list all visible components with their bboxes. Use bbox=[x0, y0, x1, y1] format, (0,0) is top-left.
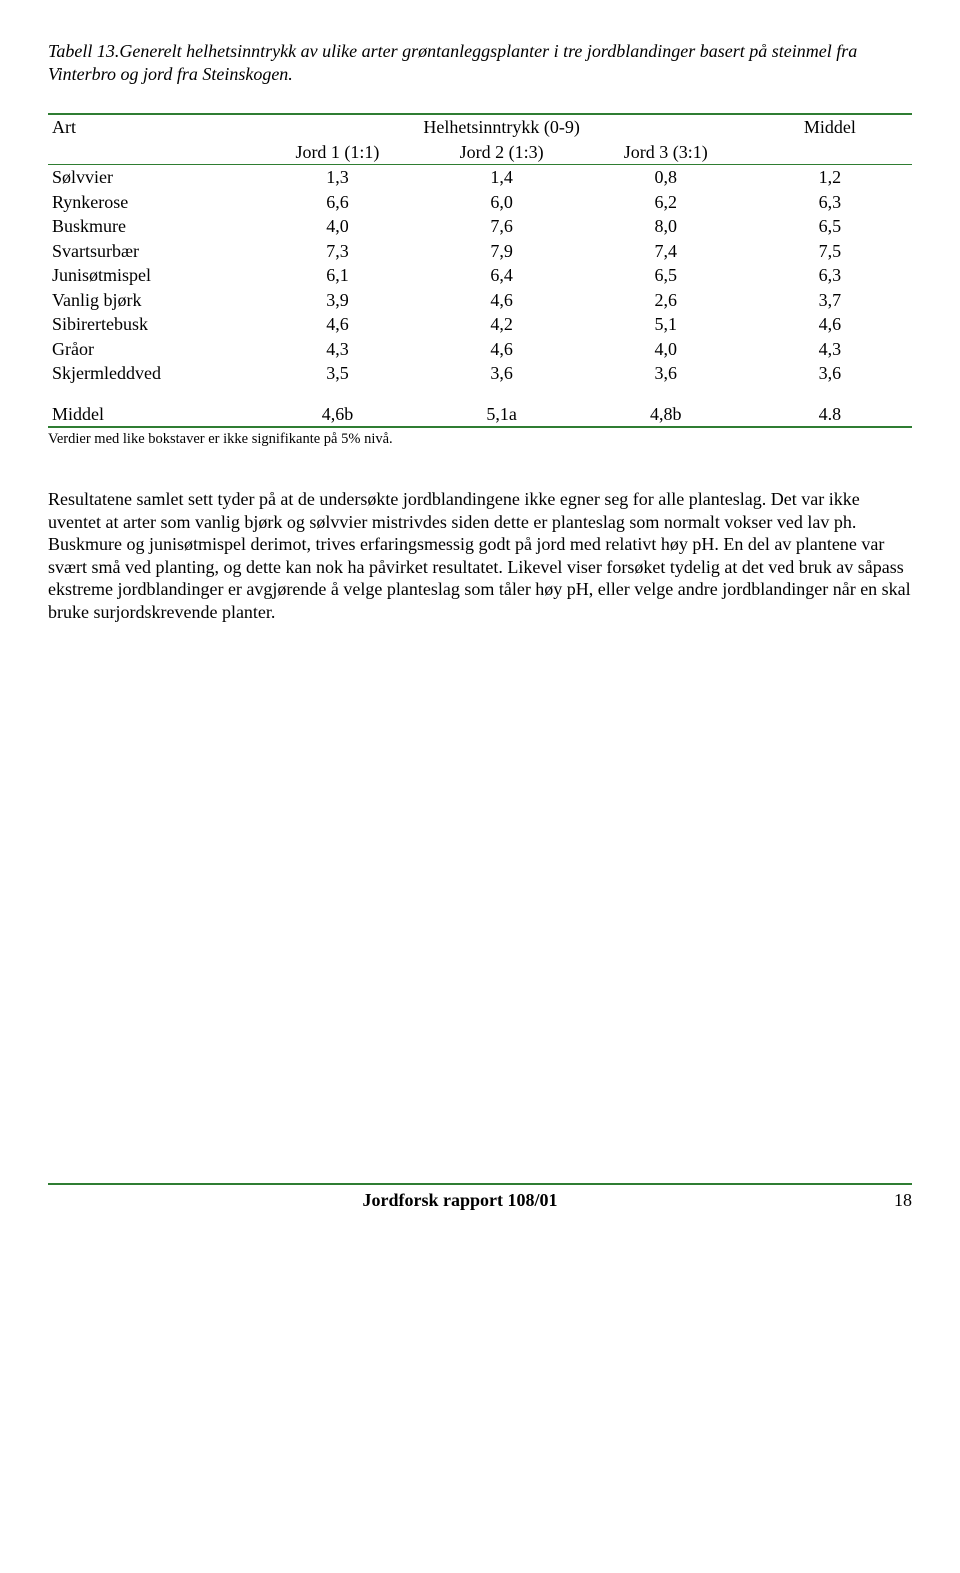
table-header-row-1: Art Helhetsinntrykk (0-9) Middel bbox=[48, 114, 912, 140]
col-header-art: Art bbox=[48, 114, 255, 140]
cell-value: 3,6 bbox=[748, 361, 912, 386]
cell-art: Sølvvier bbox=[48, 165, 255, 190]
cell-value: 1,4 bbox=[420, 165, 584, 190]
cell-value: 7,6 bbox=[420, 214, 584, 239]
cell-value: 5,1 bbox=[584, 312, 748, 337]
page-footer: Jordforsk rapport 108/01 18 bbox=[48, 1183, 912, 1212]
table-row: Sølvvier 1,3 1,4 0,8 1,2 bbox=[48, 165, 912, 190]
cell-value: 7,4 bbox=[584, 239, 748, 264]
table-row: Rynkerose 6,6 6,0 6,2 6,3 bbox=[48, 190, 912, 215]
col-header-j1: Jord 1 (1:1) bbox=[255, 140, 419, 165]
cell-value: 4,3 bbox=[748, 337, 912, 362]
col-header-j3: Jord 3 (3:1) bbox=[584, 140, 748, 165]
table-row: Gråor 4,3 4,6 4,0 4,3 bbox=[48, 337, 912, 362]
cell-art: Svartsurbær bbox=[48, 239, 255, 264]
table-spacer bbox=[48, 386, 912, 402]
cell-value: 4,6 bbox=[748, 312, 912, 337]
table-summary-row: Middel 4,6b 5,1a 4,8b 4.8 bbox=[48, 402, 912, 428]
cell-value: 4,0 bbox=[255, 214, 419, 239]
cell-value: 4,0 bbox=[584, 337, 748, 362]
summary-value: 5,1a bbox=[420, 402, 584, 428]
cell-value: 4,2 bbox=[420, 312, 584, 337]
cell-value: 3,6 bbox=[584, 361, 748, 386]
page-number: 18 bbox=[872, 1189, 912, 1212]
table-header-row-2: Jord 1 (1:1) Jord 2 (1:3) Jord 3 (3:1) bbox=[48, 140, 912, 165]
body-paragraph: Resultatene samlet sett tyder på at de u… bbox=[48, 488, 912, 623]
cell-value: 8,0 bbox=[584, 214, 748, 239]
cell-value: 3,9 bbox=[255, 288, 419, 313]
data-table: Art Helhetsinntrykk (0-9) Middel Jord 1 … bbox=[48, 113, 912, 428]
table-footnote: Verdier med like bokstaver er ikke signi… bbox=[48, 430, 912, 448]
table-row: Skjermleddved 3,5 3,6 3,6 3,6 bbox=[48, 361, 912, 386]
cell-art: Skjermleddved bbox=[48, 361, 255, 386]
cell-value: 4,6 bbox=[420, 337, 584, 362]
cell-value: 6,5 bbox=[584, 263, 748, 288]
cell-value: 4,6 bbox=[420, 288, 584, 313]
footer-text: Jordforsk rapport 108/01 bbox=[48, 1189, 872, 1212]
cell-art: Junisøtmispel bbox=[48, 263, 255, 288]
table-caption: Tabell 13.Generelt helhetsinntrykk av ul… bbox=[48, 40, 912, 85]
cell-value: 3,5 bbox=[255, 361, 419, 386]
cell-value: 6,6 bbox=[255, 190, 419, 215]
cell-value: 2,6 bbox=[584, 288, 748, 313]
summary-value: 4.8 bbox=[748, 402, 912, 428]
table-row: Vanlig bjørk 3,9 4,6 2,6 3,7 bbox=[48, 288, 912, 313]
cell-art: Rynkerose bbox=[48, 190, 255, 215]
cell-value: 6,1 bbox=[255, 263, 419, 288]
summary-label: Middel bbox=[48, 402, 255, 428]
cell-art: Gråor bbox=[48, 337, 255, 362]
cell-value: 6,5 bbox=[748, 214, 912, 239]
cell-value: 6,2 bbox=[584, 190, 748, 215]
table-row: Svartsurbær 7,3 7,9 7,4 7,5 bbox=[48, 239, 912, 264]
cell-value: 3,6 bbox=[420, 361, 584, 386]
cell-value: 6,4 bbox=[420, 263, 584, 288]
cell-value: 6,3 bbox=[748, 190, 912, 215]
col-header-middel: Middel bbox=[748, 114, 912, 140]
table-row: Sibirertebusk 4,6 4,2 5,1 4,6 bbox=[48, 312, 912, 337]
cell-art: Sibirertebusk bbox=[48, 312, 255, 337]
cell-value: 4,3 bbox=[255, 337, 419, 362]
cell-art: Vanlig bjørk bbox=[48, 288, 255, 313]
cell-art: Buskmure bbox=[48, 214, 255, 239]
cell-value: 0,8 bbox=[584, 165, 748, 190]
cell-value: 7,9 bbox=[420, 239, 584, 264]
cell-value: 3,7 bbox=[748, 288, 912, 313]
summary-value: 4,8b bbox=[584, 402, 748, 428]
cell-value: 7,3 bbox=[255, 239, 419, 264]
cell-value: 1,3 bbox=[255, 165, 419, 190]
col-header-metric: Helhetsinntrykk (0-9) bbox=[255, 114, 747, 140]
cell-value: 7,5 bbox=[748, 239, 912, 264]
cell-value: 6,0 bbox=[420, 190, 584, 215]
table-row: Junisøtmispel 6,1 6,4 6,5 6,3 bbox=[48, 263, 912, 288]
cell-value: 1,2 bbox=[748, 165, 912, 190]
col-header-j2: Jord 2 (1:3) bbox=[420, 140, 584, 165]
cell-value: 6,3 bbox=[748, 263, 912, 288]
summary-value: 4,6b bbox=[255, 402, 419, 428]
table-row: Buskmure 4,0 7,6 8,0 6,5 bbox=[48, 214, 912, 239]
cell-value: 4,6 bbox=[255, 312, 419, 337]
